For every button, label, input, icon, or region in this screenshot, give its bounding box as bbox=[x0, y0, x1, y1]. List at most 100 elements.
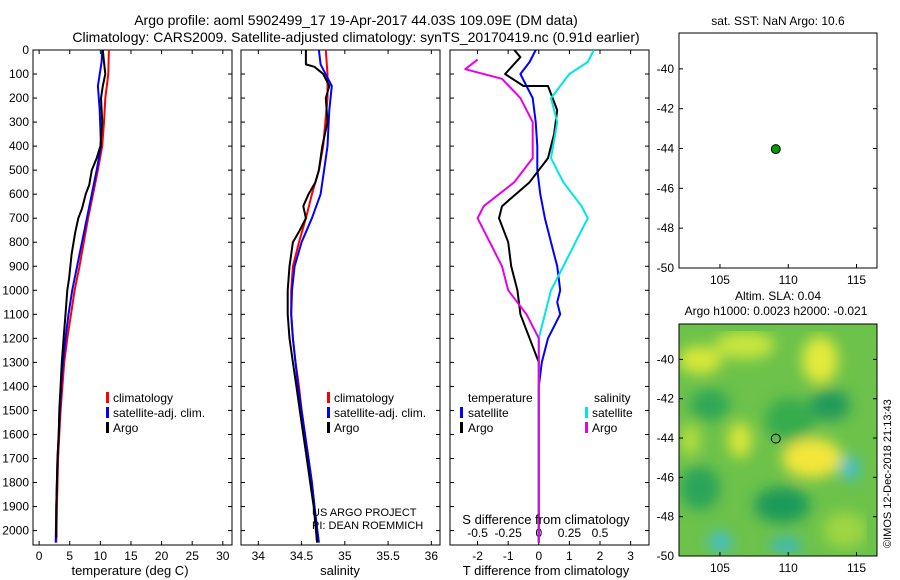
salinity-panel: 34 34.5 35 35.5 36 salinity climatology sate… bbox=[240, 49, 441, 578]
map-lat-label: -48 bbox=[657, 510, 675, 524]
legend-label-argo: Argo bbox=[113, 421, 139, 435]
series-line-s-satellite bbox=[537, 50, 595, 543]
legend-label-climatology: climatology bbox=[334, 391, 394, 405]
salinity-xlabel: salinity bbox=[320, 563, 360, 578]
legend-swatch-argo bbox=[106, 422, 109, 433]
x-tick-label: 10 bbox=[94, 549, 108, 563]
map-lat-label: -40 bbox=[657, 62, 675, 76]
salinity-lines bbox=[286, 50, 333, 543]
sla-map-axes: 105 110 115 -40 -42 -44 -46 -48 -50 bbox=[657, 352, 877, 575]
x-tick-label: 34.5 bbox=[290, 549, 314, 563]
map-lat-label: -48 bbox=[657, 221, 675, 235]
depth-tick-label: 1800 bbox=[2, 476, 29, 490]
s-difference-label: S difference from climatology bbox=[462, 512, 630, 527]
depth-tick-label: 800 bbox=[9, 235, 29, 249]
depth-tick-label: 1100 bbox=[3, 307, 29, 321]
series-line-satellite-adj-clim- bbox=[290, 50, 333, 543]
sla-map-subtitle: Argo h1000: 0.0023 h2000: -0.021 bbox=[685, 304, 868, 318]
map-lon-label: 115 bbox=[847, 273, 866, 287]
legend-swatch-satellite bbox=[106, 407, 109, 418]
series-line-s-argo bbox=[464, 58, 540, 543]
depth-tick-label: 600 bbox=[9, 187, 29, 201]
map-lat-label: -44 bbox=[657, 431, 675, 445]
s-difference-tick-label: -0.5 bbox=[467, 526, 488, 540]
header-line2: Climatology: CARS2009. Satellite-adjuste… bbox=[72, 29, 639, 45]
depth-tick-label: 300 bbox=[9, 115, 29, 129]
depth-axis: 0 100 200 300 400 500 600 700 800 900 1000 1100 1200… bbox=[2, 43, 232, 538]
s-difference-tick-label: -0.25 bbox=[494, 526, 522, 540]
x-tick-label: 0 bbox=[535, 549, 542, 563]
temperature-axes-frame bbox=[32, 49, 233, 546]
temperature-panel: 0100200300400500600700800900100011001200… bbox=[2, 43, 233, 578]
x-tick-label: 35 bbox=[338, 549, 352, 563]
x-tick-label: -2 bbox=[472, 549, 483, 563]
difference-panel: -2 -1 0 1 2 3 -0.5 -0.25 0 0.25 0.5 T difference … bbox=[449, 49, 650, 578]
legend-swatch-s-argo bbox=[585, 422, 588, 433]
salinity-legend: climatology satellite-adj. clim. Argo bbox=[327, 391, 426, 435]
s-difference-tick-label: 0.25 bbox=[558, 526, 582, 540]
x-tick-label: 2 bbox=[597, 549, 604, 563]
depth-tick-label: 100 bbox=[9, 67, 29, 81]
legend-swatch-satellite bbox=[327, 407, 330, 418]
depth-tick-label: 1000 bbox=[2, 283, 29, 297]
x-tick-label: 3 bbox=[627, 549, 634, 563]
depth-tick-label: 2000 bbox=[2, 524, 29, 538]
series-line-t-satellite bbox=[519, 50, 562, 543]
depth-tick-label: 0 bbox=[22, 43, 29, 57]
sst-map-title: sat. SST: NaN Argo: 10.6 bbox=[711, 14, 845, 28]
series-line-argo bbox=[55, 50, 107, 538]
x-tick-label: 25 bbox=[186, 549, 200, 563]
legend-label-t-argo: Argo bbox=[468, 421, 494, 435]
temperature-legend: climatology satellite-adj. clim. Argo bbox=[106, 391, 205, 435]
legend-swatch-climatology bbox=[327, 392, 330, 403]
depth-tick-label: 400 bbox=[9, 139, 29, 153]
x-tick-label: 20 bbox=[155, 549, 169, 563]
map-lat-label: -42 bbox=[657, 102, 675, 116]
legend-label-climatology: climatology bbox=[113, 391, 173, 405]
legend-label-satellite: satellite-adj. clim. bbox=[334, 406, 426, 420]
depth-tick-label: 1200 bbox=[2, 331, 29, 345]
sst-map-profile-location bbox=[770, 144, 781, 155]
depth-tick-label: 1300 bbox=[2, 355, 29, 369]
map-lon-label: 105 bbox=[710, 561, 730, 575]
temperature-xlabel: temperature (deg C) bbox=[71, 563, 188, 578]
map-lat-label: -42 bbox=[657, 392, 675, 406]
sst-map-panel: sat. SST: NaN Argo: 10.6 105 110 115 -40 -42… bbox=[657, 14, 878, 287]
map-lon-label: 110 bbox=[779, 561, 798, 575]
sla-map-profile-location bbox=[770, 433, 781, 444]
x-tick-label: 15 bbox=[124, 549, 138, 563]
difference-x-axis: -2 -1 0 1 2 3 bbox=[472, 50, 634, 563]
depth-tick-label: 900 bbox=[9, 259, 29, 273]
depth-tick-label: 1700 bbox=[2, 451, 29, 465]
map-lat-label: -46 bbox=[657, 470, 675, 484]
map-lat-label: -40 bbox=[657, 352, 675, 366]
legend-title-temperature: temperature bbox=[468, 391, 533, 405]
sla-heatmap bbox=[679, 324, 877, 556]
legend-swatch-argo bbox=[327, 422, 330, 433]
project-credit-line2: PI: DEAN ROEMMICH bbox=[312, 520, 423, 532]
s-difference-tick-label: 0.5 bbox=[592, 526, 609, 540]
x-tick-label: -1 bbox=[503, 549, 514, 563]
difference-y-ticks bbox=[450, 49, 649, 532]
x-tick-label: 36 bbox=[425, 549, 439, 563]
temperature-x-axis: 0 5 10 15 20 25 30 bbox=[36, 50, 230, 563]
legend-title-salinity: salinity bbox=[594, 391, 631, 405]
depth-tick-label: 700 bbox=[9, 211, 29, 225]
imos-credit: ©IMOS 12-Dec-2018 21:13:43 bbox=[882, 399, 894, 548]
sst-map-axes: 105 110 115 -40 -42 -44 -46 -48 -50 bbox=[657, 62, 877, 287]
map-lon-label: 105 bbox=[710, 273, 730, 287]
depth-tick-label: 1900 bbox=[2, 500, 29, 514]
salinity-axes-frame bbox=[240, 49, 441, 546]
series-line-argo bbox=[286, 50, 331, 543]
legend-label-s-satellite: satellite bbox=[592, 406, 633, 420]
legend-label-t-satellite: satellite bbox=[468, 406, 509, 420]
sla-map-panel: Altim. SLA: 0.04 Argo h1000: 0.0023 h200… bbox=[657, 289, 878, 575]
map-lat-label: -50 bbox=[657, 261, 675, 275]
map-lat-label: -44 bbox=[657, 142, 675, 156]
depth-tick-label: 1600 bbox=[2, 427, 29, 441]
sla-map-title: Altim. SLA: 0.04 bbox=[735, 289, 821, 303]
depth-tick-label: 500 bbox=[9, 163, 29, 177]
x-tick-label: 0 bbox=[36, 549, 43, 563]
project-credit-line1: US ARGO PROJECT bbox=[312, 507, 417, 519]
legend-swatch-climatology bbox=[106, 392, 109, 403]
